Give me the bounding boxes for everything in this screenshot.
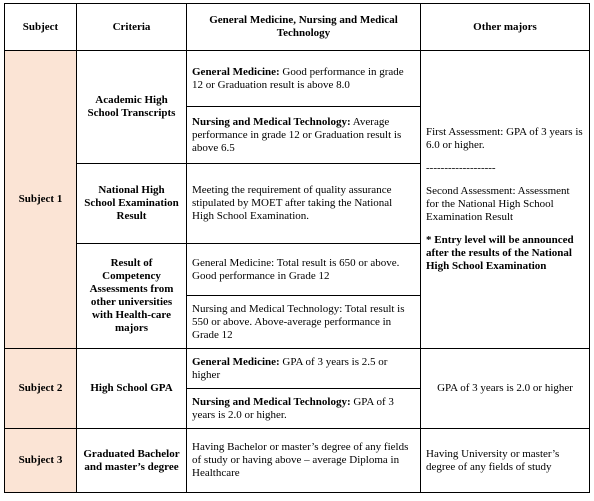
criteria-cell: Academic High School Transcripts — [76, 50, 187, 164]
row: Nursing and Medical Technology: Average … — [5, 106, 590, 164]
row: Nursing and Medical Technology: GPA of 3… — [5, 388, 590, 429]
requirement-label: General Medicine: — [192, 65, 280, 78]
header-cell: Criteria — [76, 3, 187, 51]
other-majors-cell: Having University or master’s degree of … — [420, 428, 590, 493]
requirement-cell: Nursing and Medical Technology: GPA of 3… — [186, 388, 421, 429]
requirement-label: Nursing and Medical Technology: — [192, 395, 351, 408]
requirement-cell: General Medicine: GPA of 3 years is 2.5 … — [186, 348, 421, 389]
requirement-cell: General Medicine: Total result is 650 or… — [186, 243, 421, 296]
requirement-cell: Having Bachelor or master’s degree of an… — [186, 428, 421, 493]
criteria-cell: Result of Competency Assessments from ot… — [76, 243, 187, 349]
requirement-text: GPA of 3 years is 2.0 or higher. — [192, 395, 394, 421]
requirement-label: Nursing and Medical Technology: — [192, 115, 351, 128]
subject-cell: Subject 1 — [4, 50, 77, 349]
requirement-label: General Medicine: — [192, 355, 280, 368]
row: Nursing and Medical Technology: Total re… — [5, 295, 590, 349]
page: {"table": { "header": ["Subject", "Crite… — [0, 3, 594, 501]
criteria-cell: National High School Examination Result — [76, 163, 187, 244]
other-majors-cell: GPA of 3 years is 2.0 or higher — [420, 348, 590, 429]
subject-cell: Subject 2 — [4, 348, 77, 429]
requirement-cell: General Medicine: Good performance in gr… — [186, 50, 421, 107]
row: Subject 1 Academic High School Transcrip… — [4, 50, 590, 349]
other-majors-cell: First Assessment: GPA of 3 years is 6.0 … — [420, 50, 590, 349]
requirement-text: Good performance in grade 12 or Graduati… — [192, 65, 404, 91]
admission-table: Subject Criteria General Medicine, Nursi… — [4, 3, 590, 493]
criteria-cell: High School GPA — [76, 348, 187, 429]
other-note: * Entry level will be announced after th… — [426, 234, 574, 272]
requirement-cell: Nursing and Medical Technology: Average … — [186, 106, 421, 164]
other-text: ------------------- — [426, 162, 496, 174]
requirement-text: Average performance in grade 12 or Gradu… — [192, 115, 402, 154]
requirement-cell: Meeting the requirement of quality assur… — [186, 163, 421, 244]
row: Subject 2 High School GPA General Medici… — [4, 348, 590, 429]
requirement-text: GPA of 3 years is 2.5 or higher — [192, 355, 388, 381]
criteria-cell: Graduated Bachelor and master’s degree — [76, 428, 187, 493]
header-cell: Other majors — [420, 3, 590, 51]
subject-cell: Subject 3 — [4, 428, 77, 493]
other-text: Second Assessment: Assessment for the Na… — [426, 185, 570, 223]
other-text: First Assessment: GPA of 3 years is 6.0 … — [426, 126, 583, 151]
row: Result of Competency Assessments from ot… — [5, 243, 590, 349]
requirement-cell: Nursing and Medical Technology: Total re… — [186, 295, 421, 349]
header-row: Subject Criteria General Medicine, Nursi… — [4, 3, 590, 51]
row: Subject 3 Graduated Bachelor and master’… — [4, 428, 590, 493]
header-cell: General Medicine, Nursing and Medical Te… — [186, 3, 421, 51]
header-cell: Subject — [4, 3, 77, 51]
